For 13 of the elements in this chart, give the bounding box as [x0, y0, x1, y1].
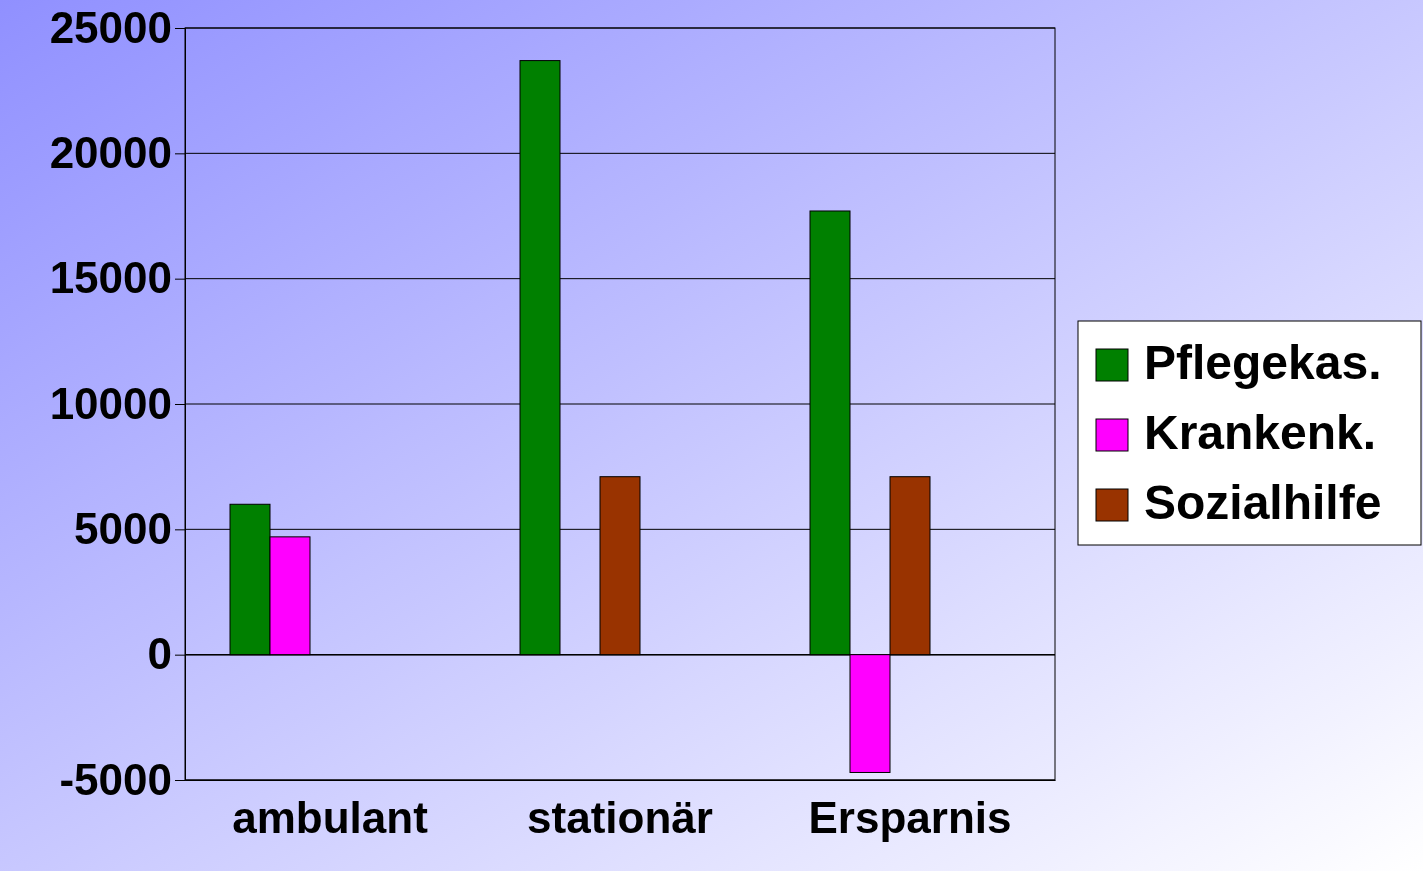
legend-label: Sozialhilfe [1144, 476, 1382, 529]
y-tick-label: 20000 [49, 127, 172, 177]
y-tick-label: 15000 [49, 253, 172, 303]
y-tick-label: 10000 [49, 378, 172, 428]
legend-label: Krankenk. [1144, 406, 1377, 459]
y-tick-label: -5000 [59, 754, 172, 804]
y-tick-label: 5000 [74, 503, 172, 553]
x-tick-label: ambulant [232, 793, 429, 843]
y-tick-label: 0 [147, 629, 172, 679]
y-tick-label: 25000 [49, 2, 172, 52]
legend-label: Pflegekas. [1144, 336, 1382, 389]
x-tick-label: stationär [527, 793, 713, 843]
x-tick-label: Ersparnis [808, 793, 1012, 843]
